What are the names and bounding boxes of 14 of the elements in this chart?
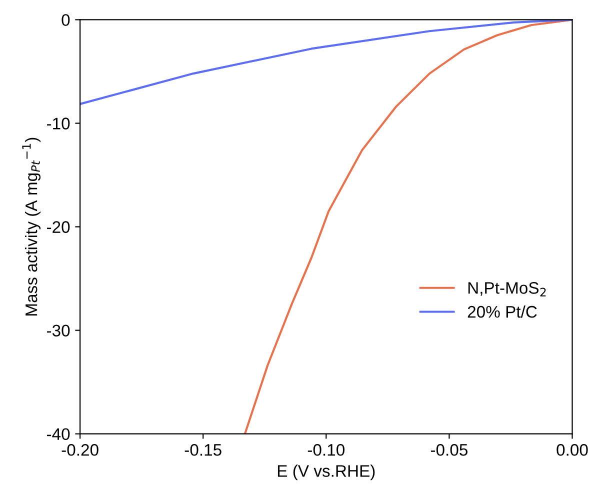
x-tick-label: 0.00 (556, 444, 588, 456)
y-tick-label: -10 (46, 118, 70, 130)
y-tick-label: -40 (46, 428, 70, 440)
y-axis-title: Mass activity (A mg$_{Pt}$$^{−1}$) (22, 138, 41, 316)
legend-label: N,Pt-MoS$_{2}$ (468, 282, 546, 296)
y-tick-label: 0 (62, 14, 70, 26)
x-tick-label: -0.20 (62, 444, 98, 456)
y-tick-label: -30 (46, 324, 70, 337)
x-axis-title: E (V vs.RHE) (278, 464, 375, 480)
legend-label: 20% Pt/C (468, 305, 537, 318)
x-tick-label: -0.15 (184, 444, 222, 456)
x-tick-label: -0.05 (430, 444, 468, 456)
y-tick-label: -20 (46, 221, 70, 233)
x-tick-label: -0.10 (308, 444, 344, 456)
